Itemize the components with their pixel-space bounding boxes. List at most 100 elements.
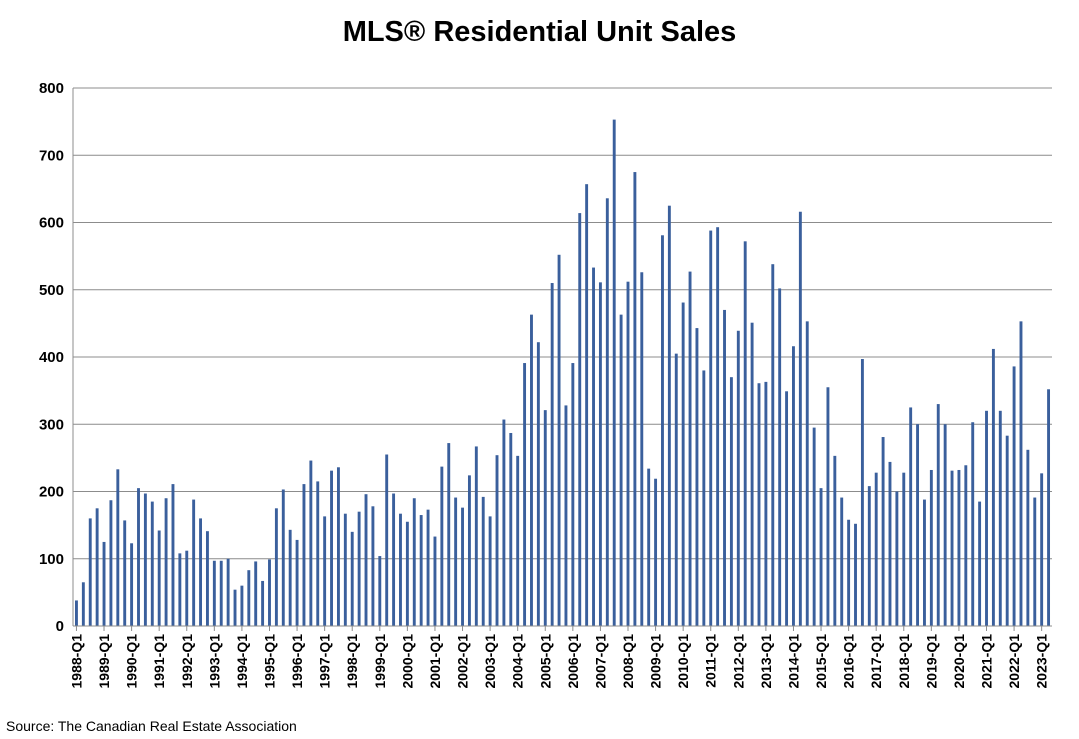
bar <box>516 455 520 626</box>
x-tick-label: 2012-Q1 <box>730 634 746 689</box>
bar <box>81 582 85 626</box>
bar <box>481 496 485 626</box>
bar <box>895 491 899 626</box>
bar <box>812 427 816 626</box>
bar <box>750 322 754 626</box>
gridlines <box>73 87 1052 560</box>
bar <box>681 302 685 626</box>
x-tick-label: 1990-Q1 <box>124 634 140 689</box>
bar <box>109 500 113 626</box>
axes <box>72 88 1052 627</box>
bar <box>288 529 292 626</box>
bar <box>640 272 644 626</box>
bar <box>226 558 230 626</box>
x-tick-label: 2015-Q1 <box>813 634 829 689</box>
bar <box>1012 366 1016 626</box>
bar <box>743 241 747 626</box>
bar <box>157 530 161 626</box>
bar <box>212 560 216 626</box>
bar <box>654 478 658 626</box>
bar <box>137 488 140 626</box>
x-tick-label: 1992-Q1 <box>179 634 195 689</box>
bar <box>729 377 733 626</box>
bar <box>943 424 947 626</box>
bar <box>971 422 975 626</box>
bar <box>192 499 196 626</box>
bar-series <box>75 119 1051 627</box>
bar <box>1047 389 1051 626</box>
bar <box>130 543 134 626</box>
x-tick-label: 2021-Q1 <box>979 634 995 689</box>
x-tick-label: 2017-Q1 <box>868 634 884 689</box>
bar <box>330 470 333 626</box>
bar <box>798 211 802 627</box>
bar <box>764 381 768 626</box>
bar <box>564 405 568 626</box>
bar <box>247 570 251 626</box>
x-tick-label: 1995-Q1 <box>261 634 277 689</box>
y-tick-label: 800 <box>39 80 64 97</box>
bar <box>985 410 988 626</box>
x-tick-label: 2020-Q1 <box>951 634 967 689</box>
bar <box>88 518 92 626</box>
bar <box>426 509 430 626</box>
bar <box>757 383 761 626</box>
y-tick-label: 300 <box>39 416 64 433</box>
y-tick-label: 200 <box>39 484 64 501</box>
x-tick-label: 2023-Q1 <box>1034 634 1050 689</box>
bar <box>909 407 913 626</box>
bar <box>199 518 202 626</box>
x-tick-label: 2016-Q1 <box>841 634 857 689</box>
bar <box>219 560 223 626</box>
bar <box>619 314 623 626</box>
bar <box>626 281 630 626</box>
bar <box>385 454 389 626</box>
bar <box>178 553 182 626</box>
bar <box>840 497 844 626</box>
bar <box>674 353 678 626</box>
bar <box>530 314 533 626</box>
bar <box>709 230 713 626</box>
bar <box>578 213 582 626</box>
bar <box>819 488 823 626</box>
bar <box>461 507 464 626</box>
bar <box>454 497 458 626</box>
bar <box>929 469 933 626</box>
bar <box>902 472 906 626</box>
bar <box>75 600 78 626</box>
bar <box>860 359 864 626</box>
bar <box>171 484 175 626</box>
x-tick-label: 1988-Q1 <box>68 634 84 689</box>
bar <box>240 585 244 626</box>
bar <box>281 489 285 626</box>
bar <box>598 282 602 626</box>
bar <box>536 342 540 626</box>
bar <box>847 519 851 626</box>
bar <box>661 235 664 626</box>
bar <box>405 521 409 626</box>
bar <box>571 363 575 626</box>
bar <box>502 419 506 626</box>
bar <box>964 465 968 626</box>
bar <box>805 321 809 626</box>
bar <box>268 559 271 626</box>
y-tick-label: 400 <box>39 349 64 366</box>
bar <box>123 520 127 626</box>
x-tick-label: 2019-Q1 <box>923 634 939 689</box>
x-tick-label: 2010-Q1 <box>675 634 691 689</box>
x-tick-label: 2013-Q1 <box>758 634 774 689</box>
y-tick-label: 600 <box>39 215 64 232</box>
x-tick-label: 2011-Q1 <box>703 634 719 688</box>
bar <box>998 410 1002 626</box>
bar <box>688 271 692 626</box>
x-tick-label: 2000-Q1 <box>399 634 415 689</box>
bar <box>336 467 340 626</box>
bar <box>95 508 99 626</box>
bar <box>916 424 920 626</box>
y-tick-label: 500 <box>39 282 64 299</box>
bar <box>605 198 609 627</box>
x-tick-label: 1991-Q1 <box>151 634 167 689</box>
bar <box>102 541 106 626</box>
x-tick-label: 1989-Q1 <box>96 634 112 689</box>
bar <box>723 309 726 626</box>
